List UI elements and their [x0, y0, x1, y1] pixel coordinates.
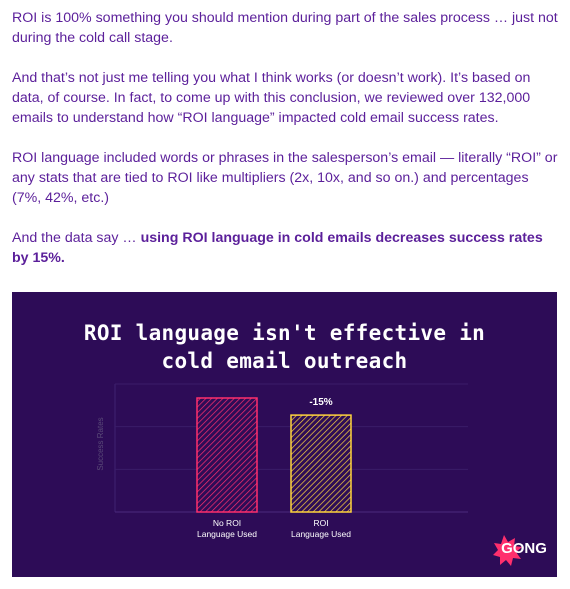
chart-title-line-2: cold email outreach	[161, 349, 408, 373]
x-tick-label: No ROI	[213, 518, 241, 528]
article-text: ROI is 100% something you should mention…	[12, 8, 560, 288]
gong-logo-text: GONG	[501, 540, 547, 557]
logo-burst-icon	[493, 535, 522, 566]
bar	[196, 397, 258, 513]
x-tick-label: Language Used	[291, 529, 351, 539]
paragraph-data-basis: And that’s not just me telling you what …	[12, 70, 531, 126]
conclusion-lead: And the data say …	[12, 230, 141, 246]
conclusion-highlight: using ROI language in cold emails decrea…	[12, 230, 543, 266]
paragraph-roi-intro: ROI is 100% something you should mention…	[12, 10, 558, 46]
chart-figure: ROI language isn't effective in cold ema…	[12, 292, 557, 577]
x-tick-label: ROI	[313, 518, 328, 528]
paragraph-roi-definition: ROI language included words or phrases i…	[12, 150, 558, 206]
gong-logo: GONG	[493, 535, 547, 566]
chart-title-line-1: ROI language isn't effective in	[83, 321, 486, 345]
chart-title: ROI language isn't effective in cold ema…	[12, 319, 557, 375]
x-tick-label: Language Used	[197, 529, 257, 539]
paragraph-conclusion: And the data say … using ROI language in…	[12, 228, 560, 268]
bar	[290, 414, 352, 513]
bar-annotation: -15%	[309, 397, 332, 408]
y-axis-label: Success Rates	[96, 417, 105, 470]
